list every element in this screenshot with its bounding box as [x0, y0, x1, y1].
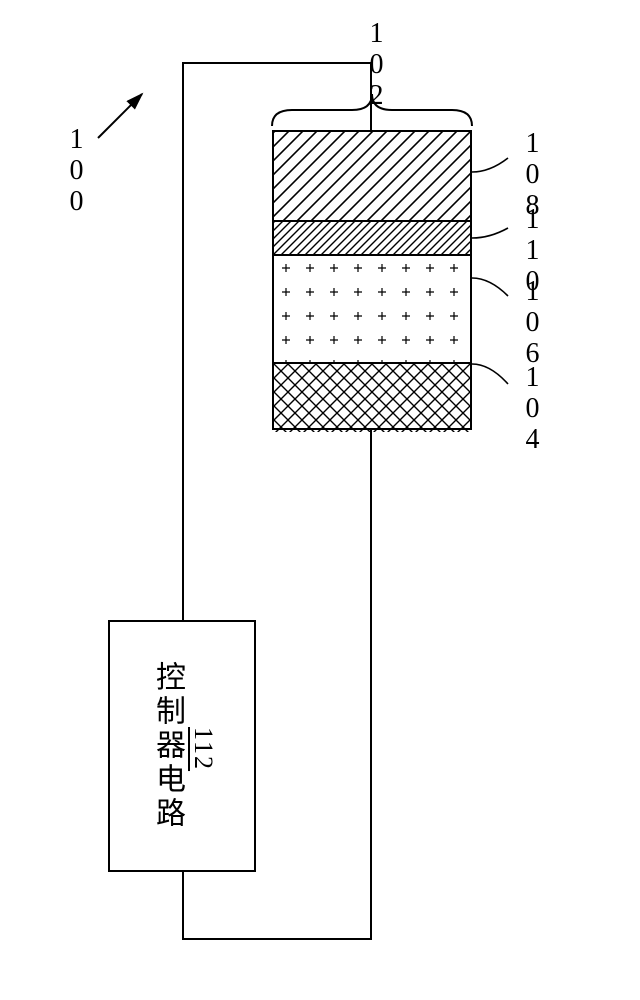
callout-104: 104 [516, 362, 548, 455]
controller-box: 控制器电路 112 [108, 620, 256, 872]
layer-108 [274, 132, 470, 220]
figure-ref-label: 100 [60, 124, 92, 217]
layer-110 [274, 220, 470, 254]
wire-top-down [182, 62, 184, 620]
figure-ref-arrow [92, 80, 162, 150]
wire-bot-up [182, 872, 184, 940]
controller-label: 控制器电路 [146, 661, 188, 831]
stack-ref-label: 102 [360, 18, 392, 111]
diagram-canvas: 100 102 108 110 106 104 [0, 0, 640, 1000]
layer-stack [272, 130, 472, 430]
controller-ref: 112 [188, 727, 218, 771]
wire-stack-bot-v [370, 430, 372, 940]
wire-top-h [182, 62, 372, 64]
callout-106: 106 [516, 276, 548, 369]
layer-106 [274, 254, 470, 362]
wire-bot-h [182, 938, 372, 940]
layer-104 [274, 362, 470, 432]
wire-stack-top-v [370, 62, 372, 130]
